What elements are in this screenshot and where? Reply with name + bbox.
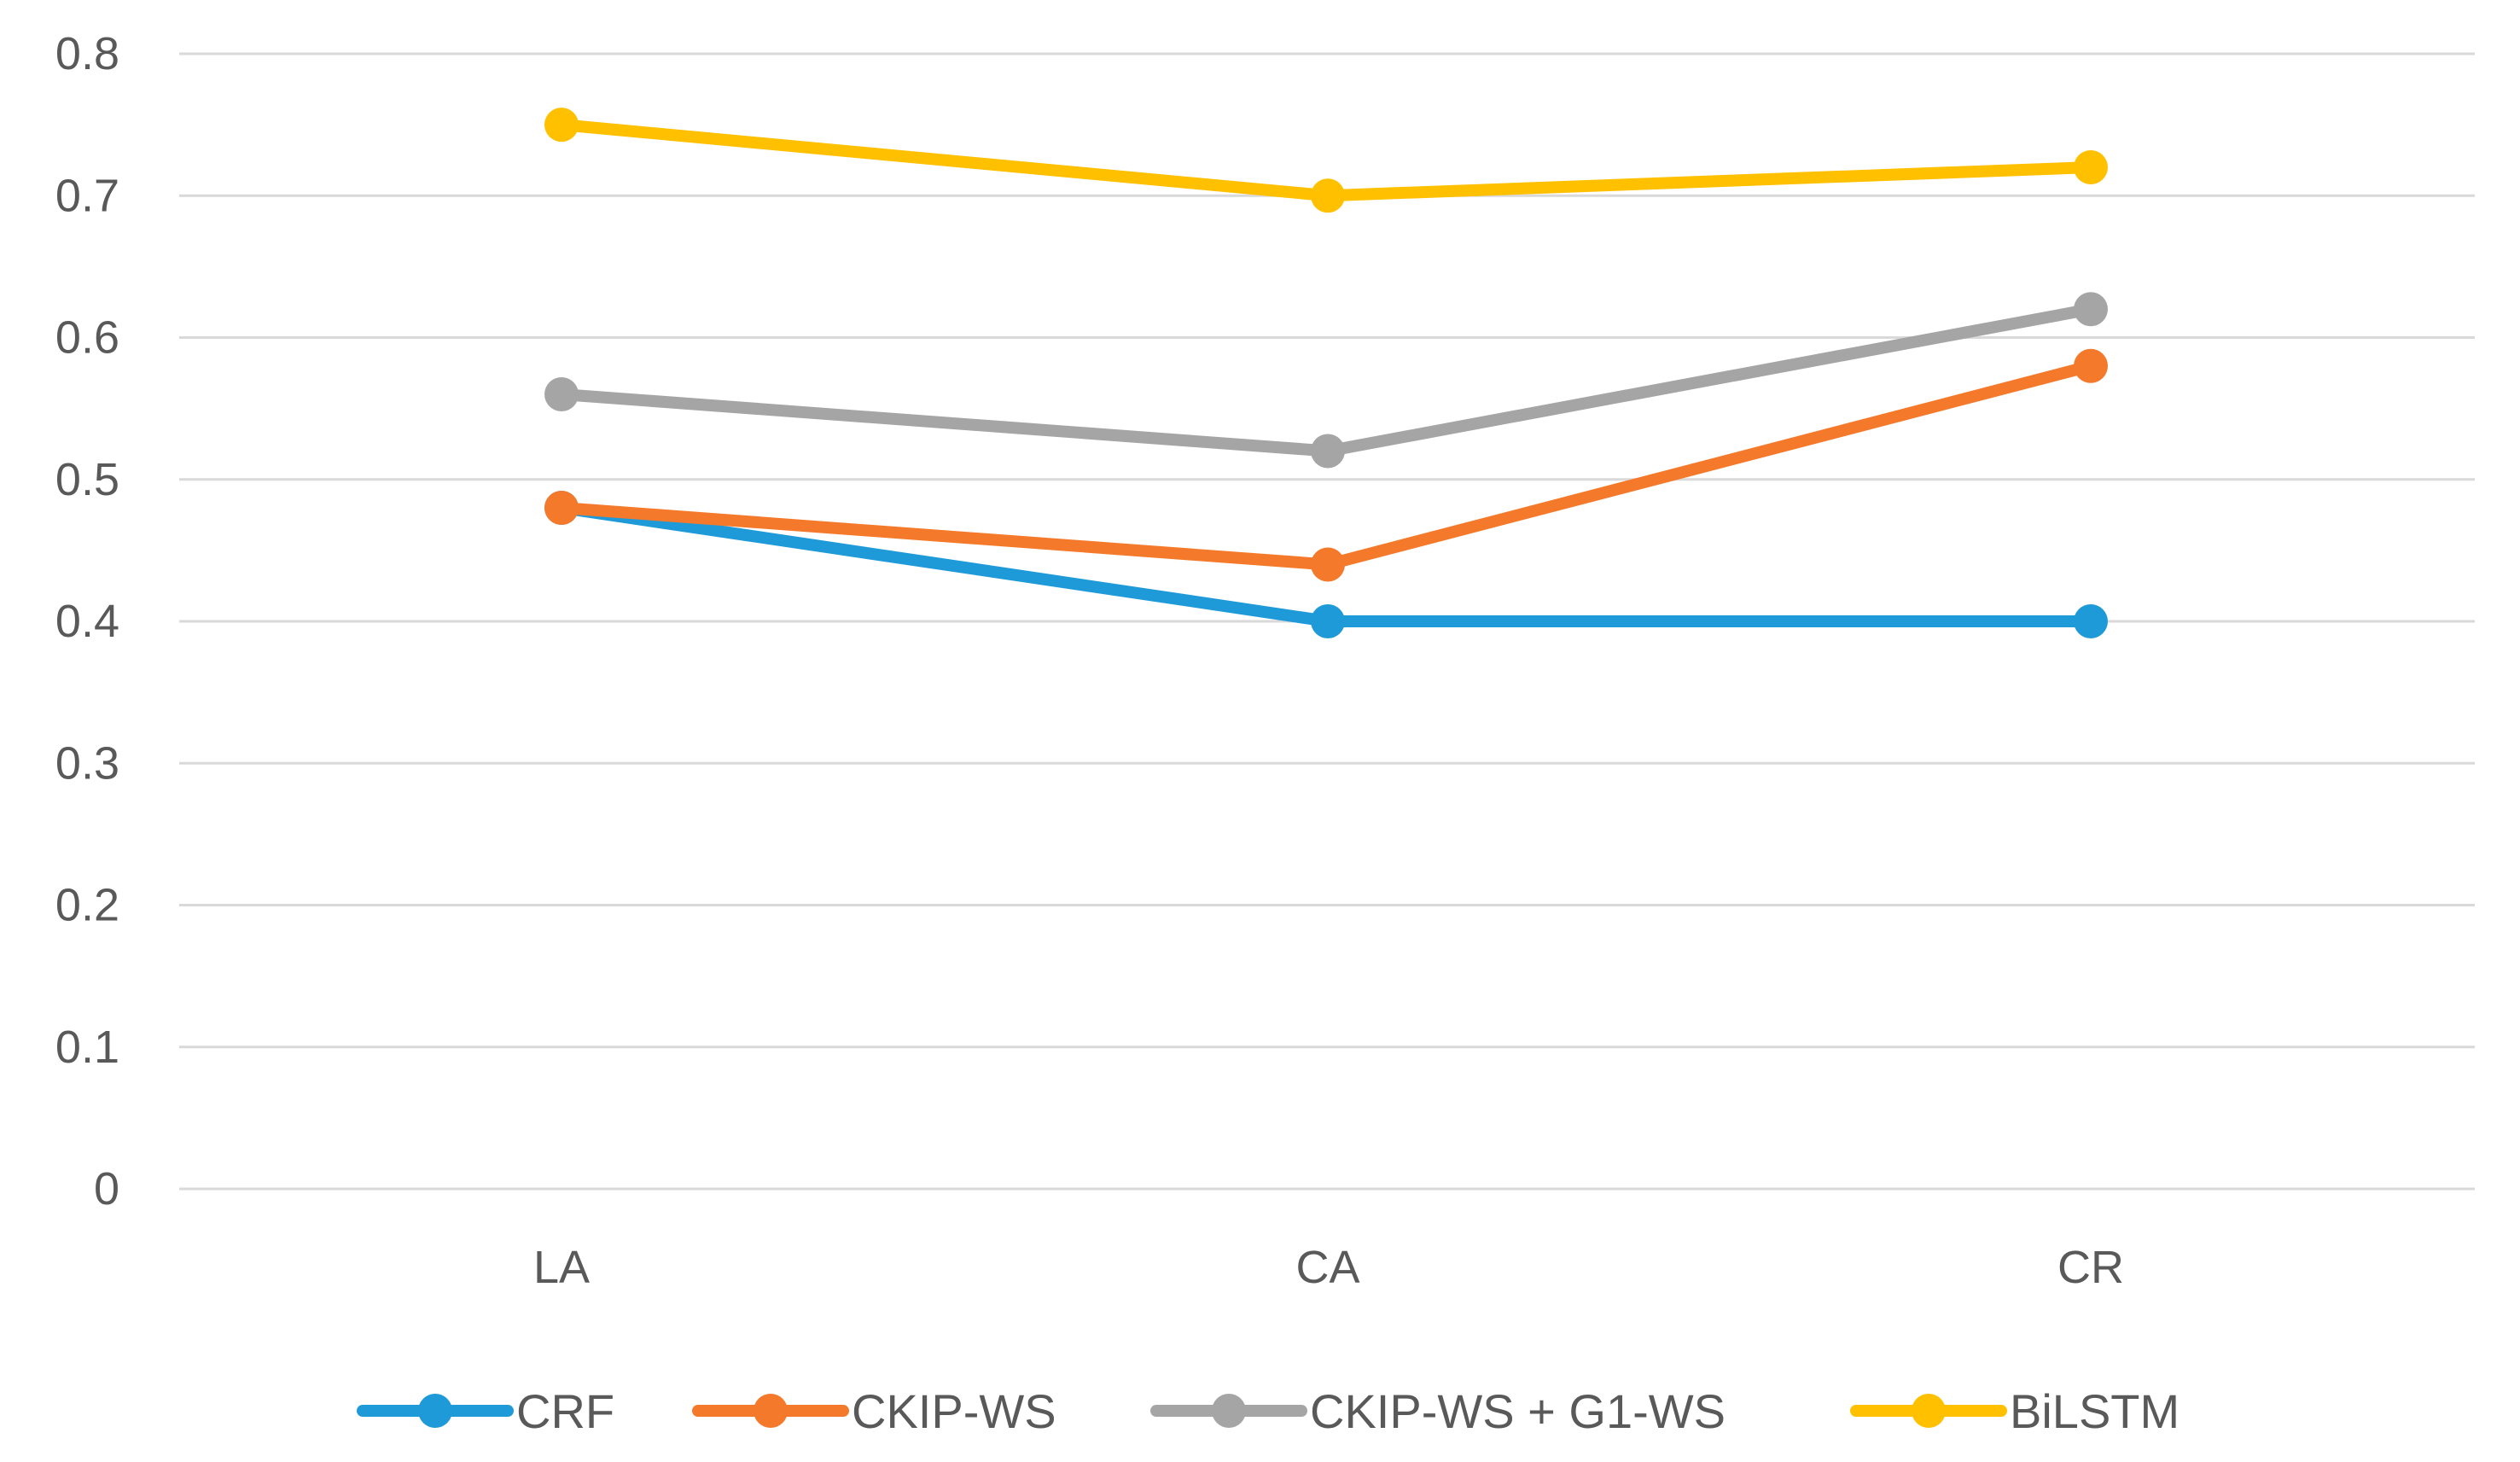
series-ckip-ws-g1-ws bbox=[544, 292, 2108, 469]
y-tick-label: 0.7 bbox=[55, 170, 119, 221]
legend-swatch-marker bbox=[1212, 1394, 1246, 1428]
legend-label: CKIP-WS bbox=[852, 1384, 1056, 1438]
x-tick-label: LA bbox=[533, 1242, 590, 1293]
x-axis-ticks: LA CA CR bbox=[533, 1242, 2124, 1293]
data-point bbox=[544, 491, 579, 525]
legend-swatch-marker bbox=[754, 1394, 788, 1428]
data-point bbox=[544, 108, 579, 143]
x-tick-label: CA bbox=[1295, 1242, 1359, 1293]
legend-label: CRF bbox=[516, 1384, 614, 1438]
y-axis-ticks: 0 0.1 0.2 0.3 0.4 0.5 0.6 0.7 0.8 bbox=[55, 28, 119, 1214]
legend-swatch-marker bbox=[418, 1394, 452, 1428]
legend-item: CKIP-WS bbox=[692, 1384, 1056, 1438]
data-point bbox=[544, 377, 579, 411]
data-point bbox=[2074, 150, 2108, 184]
data-point bbox=[2074, 348, 2108, 383]
y-tick-label: 0.1 bbox=[55, 1022, 119, 1073]
y-tick-label: 0.6 bbox=[55, 312, 119, 364]
legend-swatch-marker bbox=[1912, 1394, 1946, 1428]
series-lines bbox=[544, 108, 2108, 638]
y-tick-label: 0.2 bbox=[55, 880, 119, 931]
data-point bbox=[2074, 292, 2108, 327]
y-tick-label: 0.4 bbox=[55, 596, 119, 647]
legend-item: BiLSTM bbox=[1850, 1384, 2180, 1438]
x-tick-label: CR bbox=[2057, 1242, 2124, 1293]
legend-item: CRF bbox=[357, 1384, 614, 1438]
data-point bbox=[1311, 547, 1345, 582]
data-point bbox=[1311, 604, 1345, 638]
series-bilstm bbox=[544, 108, 2108, 213]
data-point bbox=[2074, 604, 2108, 638]
y-tick-label: 0.5 bbox=[55, 454, 119, 505]
y-tick-label: 0.8 bbox=[55, 28, 119, 79]
data-point bbox=[1311, 178, 1345, 213]
y-tick-label: 0 bbox=[94, 1163, 119, 1214]
legend-label: CKIP-WS + G1-WS bbox=[1310, 1384, 1726, 1438]
legend-item: CKIP-WS + G1-WS bbox=[1150, 1384, 1726, 1438]
series-ckip-ws bbox=[544, 348, 2108, 582]
y-tick-label: 0.3 bbox=[55, 737, 119, 789]
legend-label: BiLSTM bbox=[2010, 1384, 2180, 1438]
legend: CRF CKIP-WS CKIP-WS + G1-WS BiLSTM bbox=[357, 1384, 2180, 1438]
data-point bbox=[1311, 434, 1345, 469]
